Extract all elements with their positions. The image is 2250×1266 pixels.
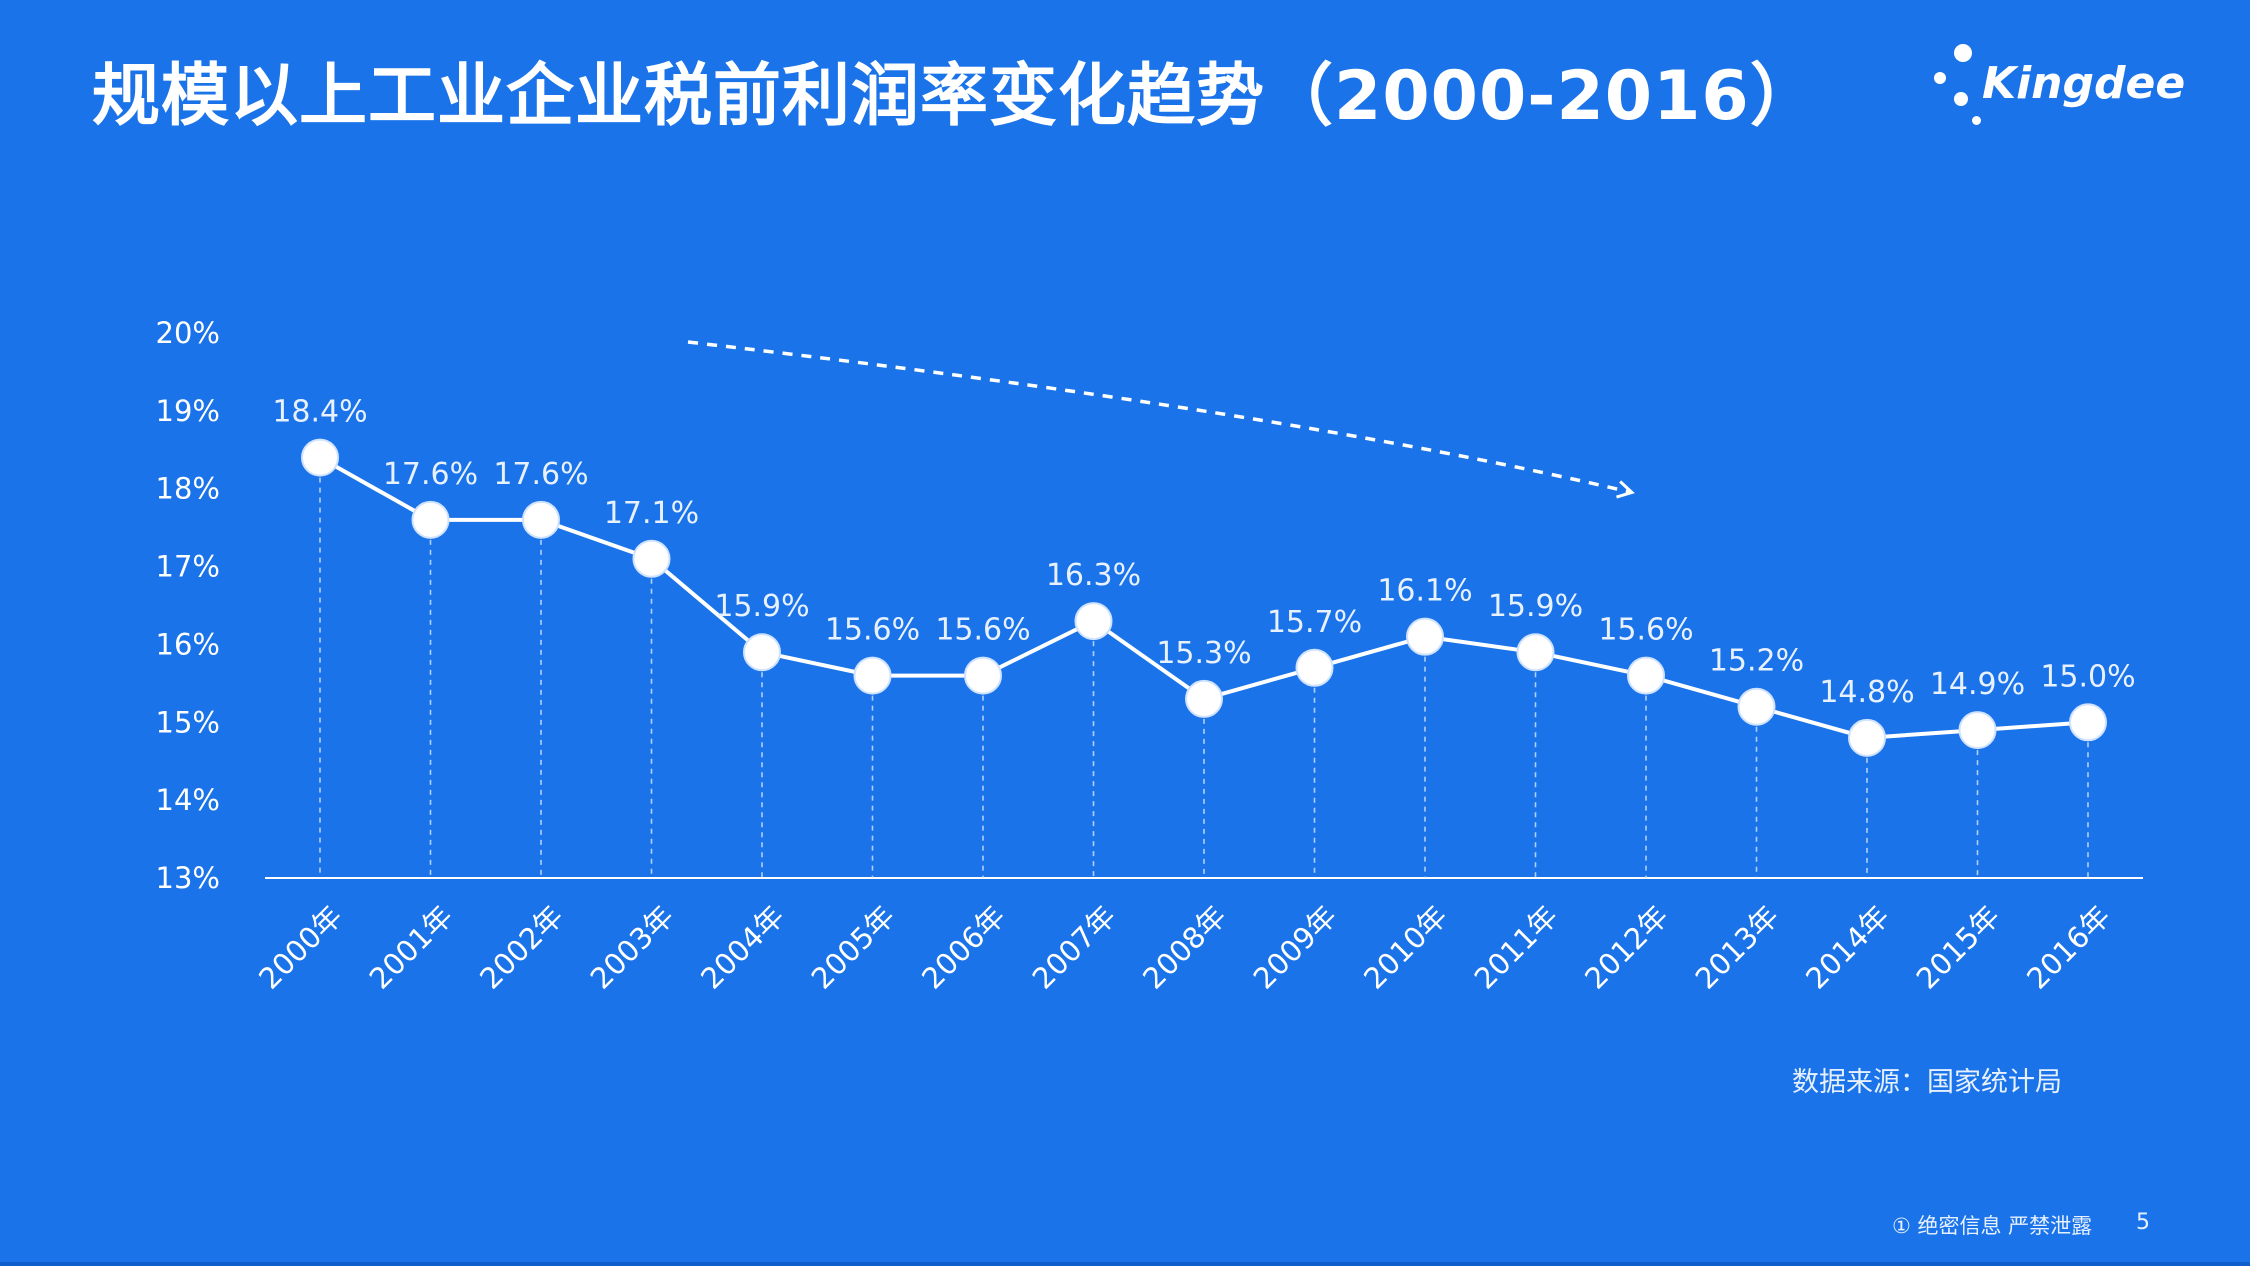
y-axis-labels: 13% 14% 15% 16% 17% 18% 19% 20% — [156, 316, 220, 895]
x-tick-label: 2015年 — [1910, 899, 2007, 996]
data-label: 17.6% — [383, 457, 478, 492]
data-label: 17.1% — [604, 496, 699, 531]
data-point — [743, 633, 781, 672]
data-label: 15.2% — [1709, 644, 1804, 679]
data-point — [411, 500, 450, 539]
data-label: 17.6% — [493, 457, 588, 492]
logo-dot-2 — [1934, 72, 1946, 84]
data-label: 15.6% — [825, 613, 920, 648]
y-tick-label: 20% — [156, 316, 220, 350]
data-label: 16.1% — [1377, 574, 1472, 609]
y-tick-label: 17% — [156, 550, 220, 584]
x-tick-label: 2009年 — [1247, 899, 1344, 996]
data-point — [1958, 711, 1997, 750]
page-title: 规模以上工业企业税前利润率变化趋势（2000-2016） — [92, 57, 1819, 136]
x-tick-label: 2007年 — [1026, 899, 1123, 996]
data-point — [301, 438, 339, 477]
data-label: 16.3% — [1046, 558, 1141, 593]
data-label: 14.8% — [1819, 675, 1914, 710]
x-tick-label: 2004年 — [694, 899, 791, 996]
x-tick-label: 2014年 — [1799, 899, 1896, 996]
data-point — [1406, 617, 1444, 656]
data-point — [853, 656, 892, 695]
y-tick-label: 13% — [156, 861, 220, 895]
trend-arrow — [687, 340, 1635, 499]
y-tick-label: 14% — [156, 783, 220, 817]
x-tick-label: 2012年 — [1578, 899, 1675, 996]
x-axis-labels: 2000年 2001年 2002年 2003年 2004年 2005年 2006年 2007年… — [252, 899, 2117, 996]
data-label: 15.3% — [1156, 636, 1251, 671]
data-label: 18.4% — [272, 395, 367, 430]
x-tick-label: 2002年 — [473, 899, 570, 996]
confidential-notice: ① 绝密信息 严禁泄露 — [1892, 1214, 2093, 1238]
data-label: 15.7% — [1267, 605, 1362, 640]
data-label: 15.6% — [935, 613, 1030, 648]
x-tick-label: 2011年 — [1468, 899, 1565, 996]
y-tick-label: 15% — [156, 705, 220, 739]
logo-dot-4 — [1972, 116, 1981, 125]
logo-dot-1 — [1954, 44, 1972, 62]
data-point — [1627, 656, 1665, 695]
data-point — [1185, 679, 1223, 718]
data-point — [964, 656, 1002, 695]
data-label: 15.9% — [1488, 589, 1583, 624]
data-label: 14.9% — [1930, 667, 2025, 702]
logo-dot-3 — [1954, 92, 1968, 106]
x-tick-label: 2010年 — [1357, 899, 1454, 996]
data-label: 15.0% — [2040, 659, 2135, 694]
data-point — [1074, 602, 1113, 641]
x-tick-label: 2003年 — [584, 899, 681, 996]
y-tick-label: 19% — [156, 394, 220, 428]
data-point — [522, 500, 560, 539]
data-labels: 18.4% 17.6% 17.6% 17.1% 15.9% 15.6% 15.6% 16.3%… — [272, 395, 2135, 710]
y-tick-label: 16% — [156, 627, 220, 661]
data-point — [1737, 687, 1776, 726]
x-tick-label: 2013年 — [1689, 899, 1786, 996]
x-tick-label: 2005年 — [805, 899, 902, 996]
x-tick-label: 2016年 — [2020, 899, 2117, 996]
x-tick-label: 2000年 — [252, 899, 349, 996]
x-tick-label: 2008年 — [1136, 899, 1233, 996]
data-label: 15.9% — [714, 589, 809, 624]
drop-lines — [319, 457, 2089, 878]
data-point — [1848, 718, 1886, 757]
page-number: 5 — [2136, 1210, 2150, 1235]
data-point — [1516, 633, 1555, 672]
bottom-rule — [0, 1262, 2250, 1266]
kingdee-logo: Kingdee — [1920, 40, 2185, 140]
data-source: 数据来源：国家统计局 — [1792, 1067, 2062, 1098]
data-point — [632, 539, 671, 578]
y-tick-label: 18% — [156, 472, 220, 506]
data-point — [2069, 703, 2107, 742]
data-points — [301, 438, 2107, 757]
x-tick-label: 2001年 — [363, 899, 460, 996]
logo-text: Kingdee — [1982, 58, 2186, 109]
x-tick-label: 2006年 — [915, 899, 1012, 996]
data-point — [1295, 648, 1334, 687]
data-label: 15.6% — [1598, 613, 1693, 648]
